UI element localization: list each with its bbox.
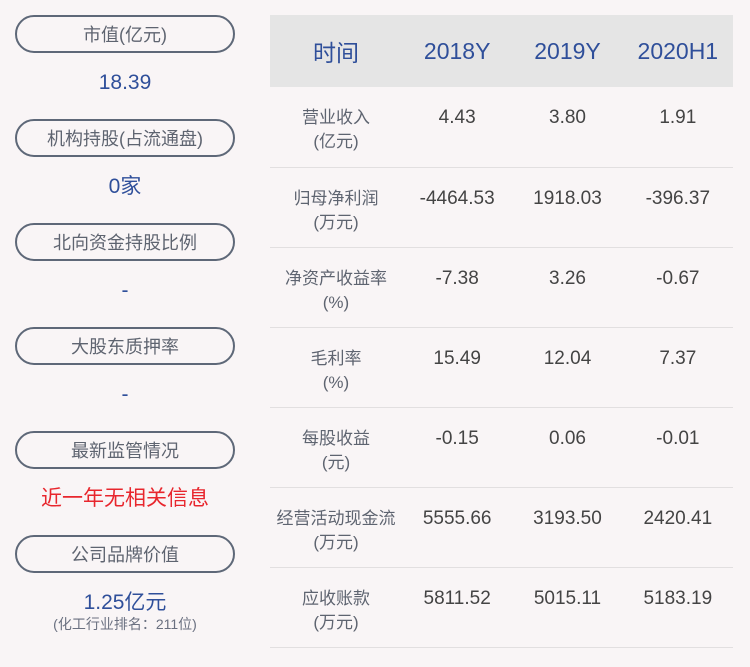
summary-label-pill: 大股东质押率: [15, 327, 235, 365]
row-label: 应收账款 (万元): [270, 567, 402, 648]
row-label: 归母净利润 (万元): [270, 167, 402, 248]
row-label-name: 净资产收益率: [285, 268, 387, 288]
table-cell: 3193.50: [512, 487, 623, 568]
table-cell: 2420.41: [622, 487, 733, 568]
summary-value: 1.25亿元: [83, 591, 167, 614]
table-cell: 5811.52: [402, 567, 513, 648]
summary-value: -: [121, 279, 129, 302]
summary-item: 公司品牌价值 1.25亿元 (化工行业排名：211位): [15, 535, 235, 639]
row-label-unit: (万元): [313, 532, 359, 552]
table-cell: 5015.11: [512, 567, 623, 648]
row-label-unit: (万元): [313, 212, 359, 232]
summary-value: 18.39: [98, 71, 152, 94]
table-row: 营业收入 (亿元) 4.43 3.80 1.91: [270, 87, 733, 168]
table-row: 应收账款 (万元) 5811.52 5015.11 5183.19: [270, 567, 733, 648]
summary-value: 0家: [108, 175, 142, 198]
table-cell: 3.80: [512, 87, 623, 168]
summary-value: -: [121, 383, 129, 406]
table-row: 经营活动现金流 (万元) 5555.66 3193.50 2420.41: [270, 487, 733, 568]
table-cell: -0.15: [402, 407, 513, 488]
summary-item: 最新监管情况近一年无相关信息: [15, 431, 235, 535]
row-label-name: 应收账款: [302, 588, 370, 608]
table-row: 毛利率 (%) 15.49 12.04 7.37: [270, 327, 733, 408]
table-cell: 7.37: [622, 327, 733, 408]
column-header: 2020H1: [622, 15, 733, 87]
summary-label-pill: 机构持股(占流通盘): [15, 119, 235, 157]
financial-table: 时间 2018Y 2019Y 2020H1 营业收入 (亿元) 4.43 3.80 1.91 归…: [270, 15, 733, 648]
row-label: 营业收入 (亿元): [270, 87, 402, 168]
table-cell: 12.04: [512, 327, 623, 408]
table-cell: 3.26: [512, 247, 623, 328]
table-cell: -0.01: [622, 407, 733, 488]
table-cell: -0.67: [622, 247, 733, 328]
summary-label-pill: 最新监管情况: [15, 431, 235, 469]
row-label-unit: (亿元): [313, 132, 359, 151]
table-cell: 0.06: [512, 407, 623, 488]
table-cell: -4464.53: [402, 167, 513, 248]
row-label-name: 归母净利润: [293, 188, 379, 208]
summary-item: 市值(亿元) 18.39: [15, 15, 235, 119]
table-cell: 1.91: [622, 87, 733, 168]
row-label: 每股收益 (元): [270, 407, 402, 488]
table-row: 归母净利润 (万元) -4464.53 1918.03 -396.37: [270, 167, 733, 248]
summary-label-pill: 公司品牌价值: [15, 535, 235, 573]
table-header-row: 时间 2018Y 2019Y 2020H1: [270, 15, 733, 87]
summary-label-pill: 市值(亿元): [15, 15, 235, 53]
row-label: 毛利率 (%): [270, 327, 402, 408]
row-label-name: 每股收益: [302, 428, 370, 448]
stock-summary-panel: 市值(亿元) 18.39 机构持股(占流通盘) 0家北向资金持股比例 - 大股东质押率 - 最…: [15, 15, 235, 639]
row-label-unit: (元): [321, 452, 351, 472]
row-label-name: 毛利率: [310, 348, 362, 368]
table-cell: -7.38: [402, 247, 513, 328]
brand-rank-note: (化工行业排名：211位): [53, 616, 197, 632]
column-header: 2019Y: [512, 15, 623, 87]
row-label: 经营活动现金流 (万元): [270, 487, 402, 568]
row-label-unit: (万元): [313, 612, 359, 632]
table-row: 净资产收益率 (%) -7.38 3.26 -0.67: [270, 247, 733, 328]
summary-label-pill: 北向资金持股比例: [15, 223, 235, 261]
row-label-unit: (%): [322, 292, 350, 312]
row-label-name: 营业收入: [302, 108, 370, 127]
table-cell: 4.43: [402, 87, 513, 168]
row-label-unit: (%): [322, 372, 350, 392]
summary-item: 北向资金持股比例 -: [15, 223, 235, 327]
table-cell: 1918.03: [512, 167, 623, 248]
table-row: 每股收益 (元) -0.15 0.06 -0.01: [270, 407, 733, 488]
row-label: 净资产收益率 (%): [270, 247, 402, 328]
summary-item: 大股东质押率 -: [15, 327, 235, 431]
row-label-name: 经营活动现金流: [276, 508, 396, 528]
table-cell: 15.49: [402, 327, 513, 408]
column-header: 时间: [270, 15, 402, 87]
column-header: 2018Y: [402, 15, 513, 87]
summary-value: 近一年无相关信息: [41, 487, 209, 510]
table-cell: 5555.66: [402, 487, 513, 568]
summary-item: 机构持股(占流通盘) 0家: [15, 119, 235, 223]
table-cell: -396.37: [622, 167, 733, 248]
table-cell: 5183.19: [622, 567, 733, 648]
